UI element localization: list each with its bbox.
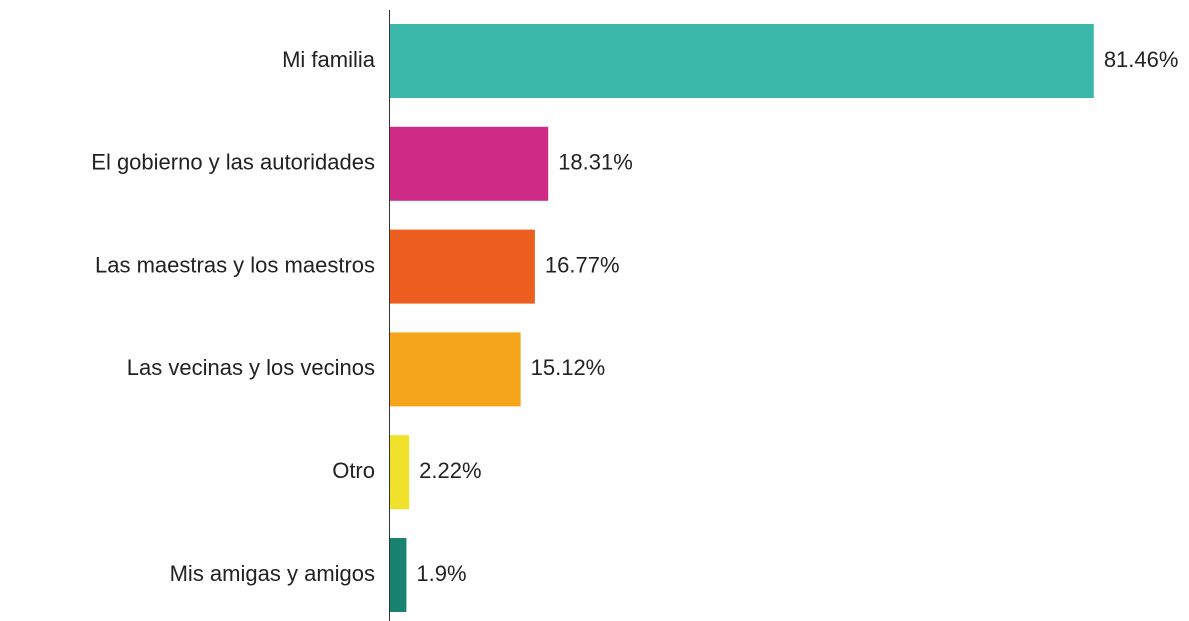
bar: [390, 538, 407, 612]
category-label: Otro: [332, 458, 375, 483]
category-label: Mis amigas y amigos: [170, 561, 375, 586]
category-label: Las maestras y los maestros: [95, 252, 375, 277]
category-label: El gobierno y las autoridades: [91, 150, 375, 175]
category-label: Las vecinas y los vecinos: [127, 355, 375, 380]
bar: [390, 24, 1094, 98]
value-label: 2.22%: [419, 458, 481, 483]
value-label: 18.31%: [558, 150, 633, 175]
bar: [390, 332, 521, 407]
bar: [390, 229, 535, 304]
value-label: 15.12%: [531, 355, 606, 380]
value-label: 16.77%: [545, 252, 620, 277]
value-label: 1.9%: [416, 561, 466, 586]
bar: [390, 126, 549, 201]
category-label: Mi familia: [282, 47, 376, 72]
value-label: 81.46%: [1104, 47, 1179, 72]
bar: [390, 435, 410, 510]
